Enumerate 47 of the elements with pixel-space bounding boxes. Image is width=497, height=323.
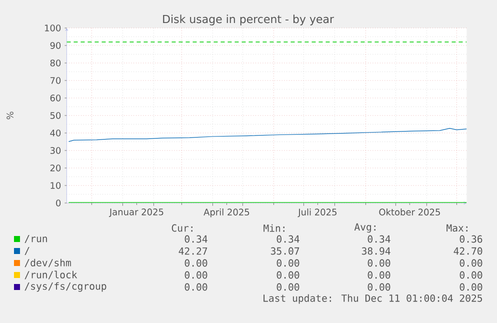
text: 0.34 [368, 235, 390, 243]
legend-label: /dev/shm [24, 258, 71, 268]
text: 0.00 [460, 283, 482, 291]
text: 0.00 [460, 271, 482, 279]
legend-label: /sys/fs/cgroup [24, 282, 106, 292]
chart-title: Disk usage in percent - by year [163, 14, 334, 26]
text: 0.00 [460, 259, 482, 267]
y-tick-label: 40 [50, 130, 61, 136]
y-tick-label: 10 [50, 182, 61, 189]
text: Last update: Thu Dec 11 01:00:04 2025 [264, 294, 482, 304]
text: 42.27 [178, 247, 208, 255]
text: Cur: [172, 224, 192, 232]
text: 0.00 [184, 283, 208, 291]
legend-label: / [24, 246, 30, 256]
y-tick-label: 90 [50, 42, 61, 49]
x-tick-label: Januar 2025 [108, 208, 164, 217]
y-tick-label: 50 [50, 112, 61, 119]
y-axis-title: % [6, 112, 14, 120]
y-tick-label: 60 [50, 94, 61, 102]
text: 0.00 [276, 271, 300, 279]
y-tick-label: 30 [50, 147, 61, 154]
text: 0.00 [368, 259, 390, 267]
y-tick-label: 20 [50, 164, 61, 172]
text: 0.00 [368, 271, 390, 279]
text: 0.00 [276, 283, 300, 291]
legend-label: /run/lock [24, 270, 78, 280]
text: Avg: [354, 223, 376, 233]
y-tick-label: 0 [56, 200, 61, 206]
text: 0.00 [184, 271, 208, 279]
text: 35.07 [270, 247, 300, 255]
y-tick-label: 100 [45, 24, 61, 32]
text: 38.94 [362, 247, 390, 255]
y-tick-label: 80 [50, 60, 61, 66]
text: 0.36 [460, 235, 482, 243]
x-tick-label: April 2025 [204, 208, 250, 218]
text: 0.00 [368, 283, 390, 291]
text: 0.00 [184, 259, 208, 267]
text: Min: [264, 224, 284, 232]
x-tick-label: Oktober 2025 [379, 208, 440, 216]
text: 42.70 [454, 247, 482, 255]
legend-label: /run [24, 234, 47, 244]
text: 0.00 [276, 259, 300, 267]
x-tick-label: Juli 2025 [298, 208, 336, 218]
text: 0.34 [184, 235, 208, 243]
text: Max: [446, 224, 468, 232]
text: 0.34 [276, 235, 300, 243]
y-tick-label: 70 [50, 77, 61, 84]
